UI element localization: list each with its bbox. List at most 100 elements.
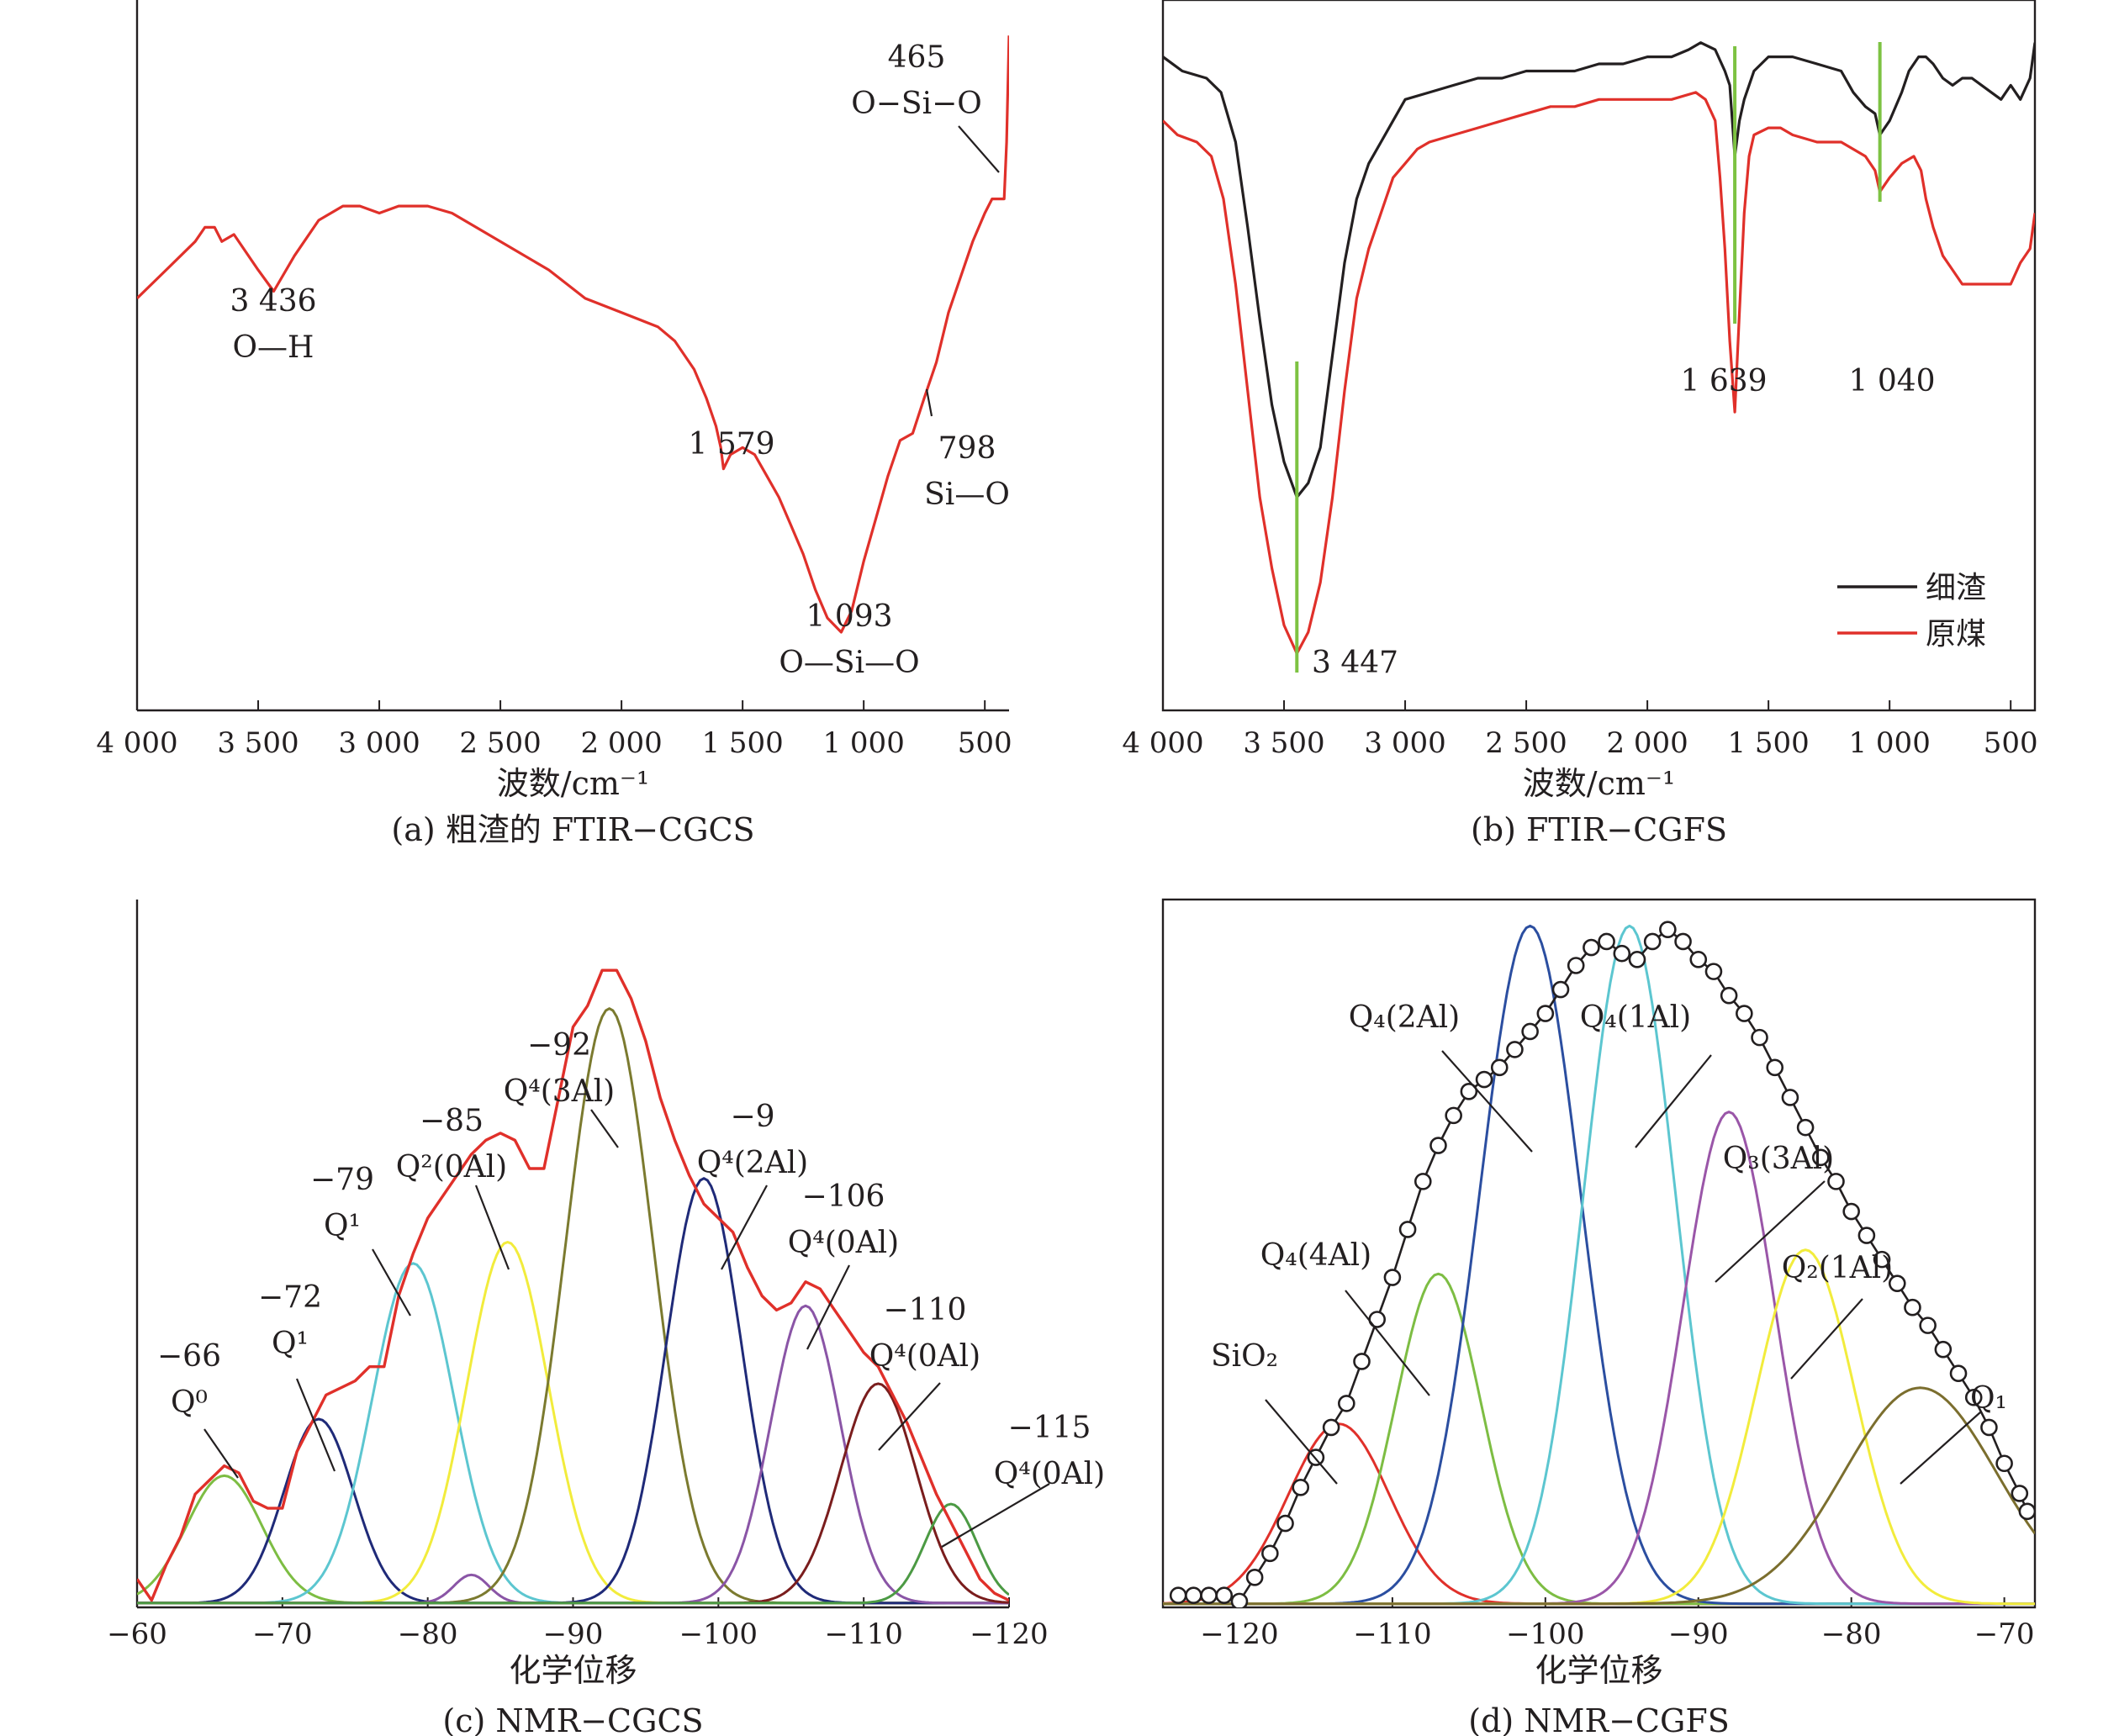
annotation-leader [925,388,933,417]
fit-peak-9 [137,1502,1009,1605]
data-point [1659,921,1677,938]
x-axis-label: 化学位移 [509,1652,637,1689]
panel-caption: (b) FTIR−CGFS [1471,811,1727,848]
annotation-leader [1715,1180,1826,1283]
x-tick-label: 4 000 [1122,726,1203,760]
x-tick-label: 500 [1984,726,2038,760]
x-tick-label: −100 [679,1617,758,1651]
plot-area [1163,41,2035,656]
data-point [1904,1298,1921,1317]
data-point [1842,1202,1860,1221]
x-tick-label: 1 000 [822,726,904,760]
annotation-leader [806,1264,850,1350]
annotation-leader [1441,1050,1533,1153]
x-tick-label: −100 [1506,1617,1584,1651]
data-point [1490,1058,1509,1077]
annotation-text: Q₃(3Al) [1723,1142,1834,1176]
x-tick-label: 3 500 [217,726,299,760]
annotation-leader [372,1248,411,1317]
annotation-leader [1265,1399,1338,1485]
annotation-text: −92 [527,1028,591,1063]
data-point [2011,1485,2029,1502]
x-tick-label: 500 [958,726,1012,760]
data-point [1445,1106,1462,1125]
data-point [1704,963,1723,980]
fit-peak-0 [1163,1422,2035,1606]
data-point [1720,986,1738,1005]
data-point [1506,1041,1524,1058]
annotation-text: −9 [730,1100,774,1134]
annotation-leader [1345,1290,1430,1396]
x-tick-label: 1 500 [701,726,783,760]
annotation-text: 798 [938,431,996,466]
marker-label: 3 447 [1312,646,1398,680]
data-point [1888,1274,1906,1292]
x-tick-label: 3 000 [1364,726,1445,760]
data-point [1964,1388,1983,1406]
panel-caption: (d) NMR−CGFS [1468,1702,1730,1736]
x-tick-label: 4 000 [96,726,177,760]
x-tick-label: 1 000 [1848,726,1930,760]
data-point [1322,1418,1340,1437]
data-point [1583,938,1600,957]
data-point [1475,1070,1493,1089]
x-tick-label: −80 [1821,1617,1882,1651]
annotation-text: Q⁴(2Al) [697,1146,808,1180]
annotation-text: Q²(0Al) [396,1150,507,1185]
annotation-text: O—H [233,330,314,365]
fit-peak-4 [1163,1111,2035,1606]
data-point [1751,1028,1768,1047]
x-tick-label: 3 500 [1243,726,1324,760]
panel-d: −120 −110 −100 −90 −80 −70 化学位移 (d) NMR−CGFS SiO… [1161,898,2037,1736]
data-point [1169,1586,1187,1605]
fit-peak-5 [1163,1248,2035,1606]
data-point [1185,1586,1202,1605]
data-point [1598,932,1615,951]
annotation-text: O−Si−O [851,87,982,121]
annotation-leader [941,1483,1050,1548]
fit-peak-6 [1163,1386,2035,1606]
annotation-text: −85 [420,1104,484,1138]
data-point [1383,1269,1402,1286]
data-point [1521,1022,1539,1041]
x-tick-label: 2 500 [459,726,541,760]
series-line-0 [137,35,1009,634]
marker-label: 1 040 [1848,364,1935,398]
series-line-0 [1163,41,2035,499]
data-point [1276,1514,1294,1533]
x-tick-label: −110 [824,1617,902,1651]
data-point [1567,957,1585,974]
data-point [1292,1478,1310,1496]
annotation-text: Q₁ [1970,1381,2007,1416]
annotation-leader [1790,1298,1863,1380]
data-point [1536,1005,1555,1022]
series-line-1 [1163,91,2035,656]
plot-area [137,35,1009,634]
annotation-text: O—Si—O [779,646,919,680]
data-point [1857,1227,1876,1244]
annotation-text: Q₄(2Al) [1349,1000,1460,1035]
annotation-text: 465 [888,40,946,75]
data-point [1245,1569,1264,1586]
data-point [1230,1592,1249,1607]
data-point [1261,1544,1279,1563]
x-tick-label: −120 [970,1617,1048,1651]
x-tick-label: −70 [252,1617,313,1651]
annotation-leader [1900,1411,1981,1485]
plot-area [137,968,1009,1605]
data-point [1338,1395,1355,1412]
annotation-text: Q⁴(0Al) [994,1457,1105,1491]
marker-label: 1 639 [1680,364,1767,398]
data-point [1628,951,1646,968]
panel-c: −60 −70 −80 −90 −100 −110 −120 化学位移 (c) NMR−CGCS… [107,900,1105,1736]
panel-caption: (a) 粗渣的 FTIR−CGCS [391,811,754,848]
data-point [1919,1317,1937,1334]
data-point [1429,1137,1447,1154]
annotation-text: Si—O [924,478,1010,512]
x-tick-label: −70 [1974,1617,2035,1651]
data-point [1736,1005,1753,1022]
legend-label: 原煤 [1926,617,1986,652]
x-tick-label: −90 [543,1617,604,1651]
annotation-text: Q₄(4Al) [1260,1238,1371,1273]
